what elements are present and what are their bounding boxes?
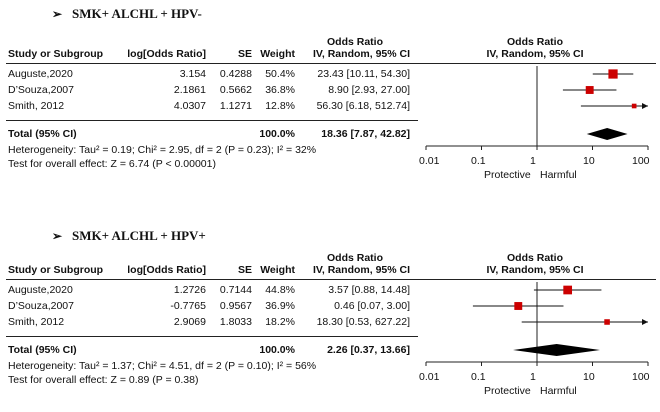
section-heading-1: ➢ SMK+ ALCHL + HPV- (52, 6, 202, 22)
weight-value: 12.8% (265, 100, 295, 112)
ci-value: 18.30 [0.53, 627.22] (316, 316, 410, 328)
se-column-header: SE (237, 264, 252, 276)
study-name: Auguste,2020 (8, 68, 73, 80)
axis-right-label: Harmful (540, 169, 577, 181)
axis-right-label: Harmful (540, 385, 577, 397)
logor-value: -0.7765 (170, 300, 206, 312)
arrow-bullet-icon: ➢ (52, 7, 63, 21)
header-rule (6, 279, 656, 280)
axis-tick-label: 10 (583, 371, 595, 383)
header-rule (6, 63, 656, 64)
forest-panel-2: Odds Ratio Odds Ratio Study or Subgroup … (0, 252, 660, 412)
axis-tick-label: 0.1 (471, 371, 486, 383)
axis-tick-label: 0.01 (419, 371, 440, 383)
forest-plot-2 (425, 282, 649, 366)
ci-value: 0.46 [0.07, 3.00] (334, 300, 410, 312)
study-column-header: Study or Subgroup (8, 48, 104, 60)
or-column-title: Odds Ratio (326, 36, 383, 48)
total-ci: 18.36 [7.87, 42.82] (321, 128, 410, 140)
se-value: 0.5662 (219, 84, 252, 96)
se-value: 0.9567 (219, 300, 252, 312)
table-bottom-rule (6, 120, 418, 121)
ci-arrow-icon (642, 103, 648, 109)
study-name: D’Souza,2007 (8, 300, 74, 312)
study-point-marker (514, 302, 523, 310)
ci-value: 56.30 [6.18, 512.74] (316, 100, 410, 112)
ci-value: 23.43 [10.11, 54.30] (317, 68, 410, 80)
axis-tick-label: 1 (530, 155, 536, 167)
weight-column-header: Weight (260, 264, 295, 276)
axis-tick-label: 100 (632, 371, 650, 383)
total-label: Total (95% CI) (8, 128, 77, 140)
ci-arrow-icon (642, 319, 648, 325)
study-name: D’Souza,2007 (8, 84, 74, 96)
study-name: Auguste,2020 (8, 284, 73, 296)
forest-plot-1 (425, 66, 649, 150)
study-point-marker (563, 285, 573, 295)
logor-value: 1.2726 (173, 284, 206, 296)
logor-value: 4.0307 (173, 100, 206, 112)
axis-tick-label: 0.1 (471, 155, 486, 167)
total-ci: 2.26 [0.37, 13.66] (327, 344, 410, 356)
logor-column-header: log[Odds Ratio] (127, 264, 206, 276)
plot-method-header: IV, Random, 95% CI (486, 264, 584, 276)
se-column-header: SE (237, 48, 252, 60)
total-label: Total (95% CI) (8, 344, 77, 356)
study-point-marker (608, 69, 618, 79)
table-bottom-rule (6, 336, 418, 337)
method-column-header: IV, Random, 95% CI (312, 264, 410, 276)
se-value: 1.8033 (219, 316, 252, 328)
overall-effect-text: Test for overall effect: Z = 0.89 (P = 0… (8, 374, 199, 386)
plot-title: Odds Ratio (506, 252, 563, 264)
heterogeneity-text: Heterogeneity: Tau² = 1.37; Chi² = 4.51,… (8, 360, 317, 372)
study-name: Smith, 2012 (8, 100, 65, 112)
ci-value: 3.57 [0.88, 14.48] (328, 284, 410, 296)
weight-value: 18.2% (265, 316, 295, 328)
logor-column-header: log[Odds Ratio] (127, 48, 206, 60)
study-column-header: Study or Subgroup (8, 264, 104, 276)
axis-tick-label: 10 (583, 155, 595, 167)
arrow-bullet-icon: ➢ (52, 229, 63, 243)
axis-tick-label: 1 (530, 371, 536, 383)
axis-left-label: Protective (484, 169, 531, 181)
method-column-header: IV, Random, 95% CI (312, 48, 410, 60)
se-value: 1.1271 (219, 100, 252, 112)
pooled-diamond (586, 128, 628, 140)
study-point-marker (585, 86, 594, 94)
study-point-marker (604, 319, 610, 325)
weight-value: 50.4% (265, 68, 295, 80)
weight-value: 36.9% (265, 300, 295, 312)
axis-left-label: Protective (484, 385, 531, 397)
section-heading-2: ➢ SMK+ ALCHL + HPV+ (52, 228, 206, 244)
forest-panel-1: Odds Ratio Odds Ratio Study or Subgroup … (0, 36, 660, 196)
study-point-marker (631, 103, 637, 109)
pooled-diamond (513, 344, 601, 356)
heterogeneity-text: Heterogeneity: Tau² = 0.19; Chi² = 2.95,… (8, 144, 317, 156)
weight-column-header: Weight (260, 48, 295, 60)
weight-value: 36.8% (265, 84, 295, 96)
overall-effect-text: Test for overall effect: Z = 6.74 (P < 0… (8, 158, 216, 170)
weight-value: 44.8% (265, 284, 295, 296)
total-weight: 100.0% (259, 128, 295, 140)
section-heading-text: SMK+ ALCHL + HPV- (72, 6, 202, 21)
se-value: 0.7144 (219, 284, 252, 296)
ci-value: 8.90 [2.93, 27.00] (328, 84, 410, 96)
section-heading-text: SMK+ ALCHL + HPV+ (72, 228, 206, 243)
plot-title: Odds Ratio (506, 36, 563, 48)
logor-value: 2.9069 (173, 316, 206, 328)
plot-method-header: IV, Random, 95% CI (486, 48, 584, 60)
total-weight: 100.0% (259, 344, 295, 356)
study-name: Smith, 2012 (8, 316, 65, 328)
or-column-title: Odds Ratio (326, 252, 383, 264)
logor-value: 3.154 (179, 68, 206, 80)
se-value: 0.4288 (219, 68, 252, 80)
axis-tick-label: 0.01 (419, 155, 440, 167)
logor-value: 2.1861 (173, 84, 206, 96)
axis-tick-label: 100 (632, 155, 650, 167)
